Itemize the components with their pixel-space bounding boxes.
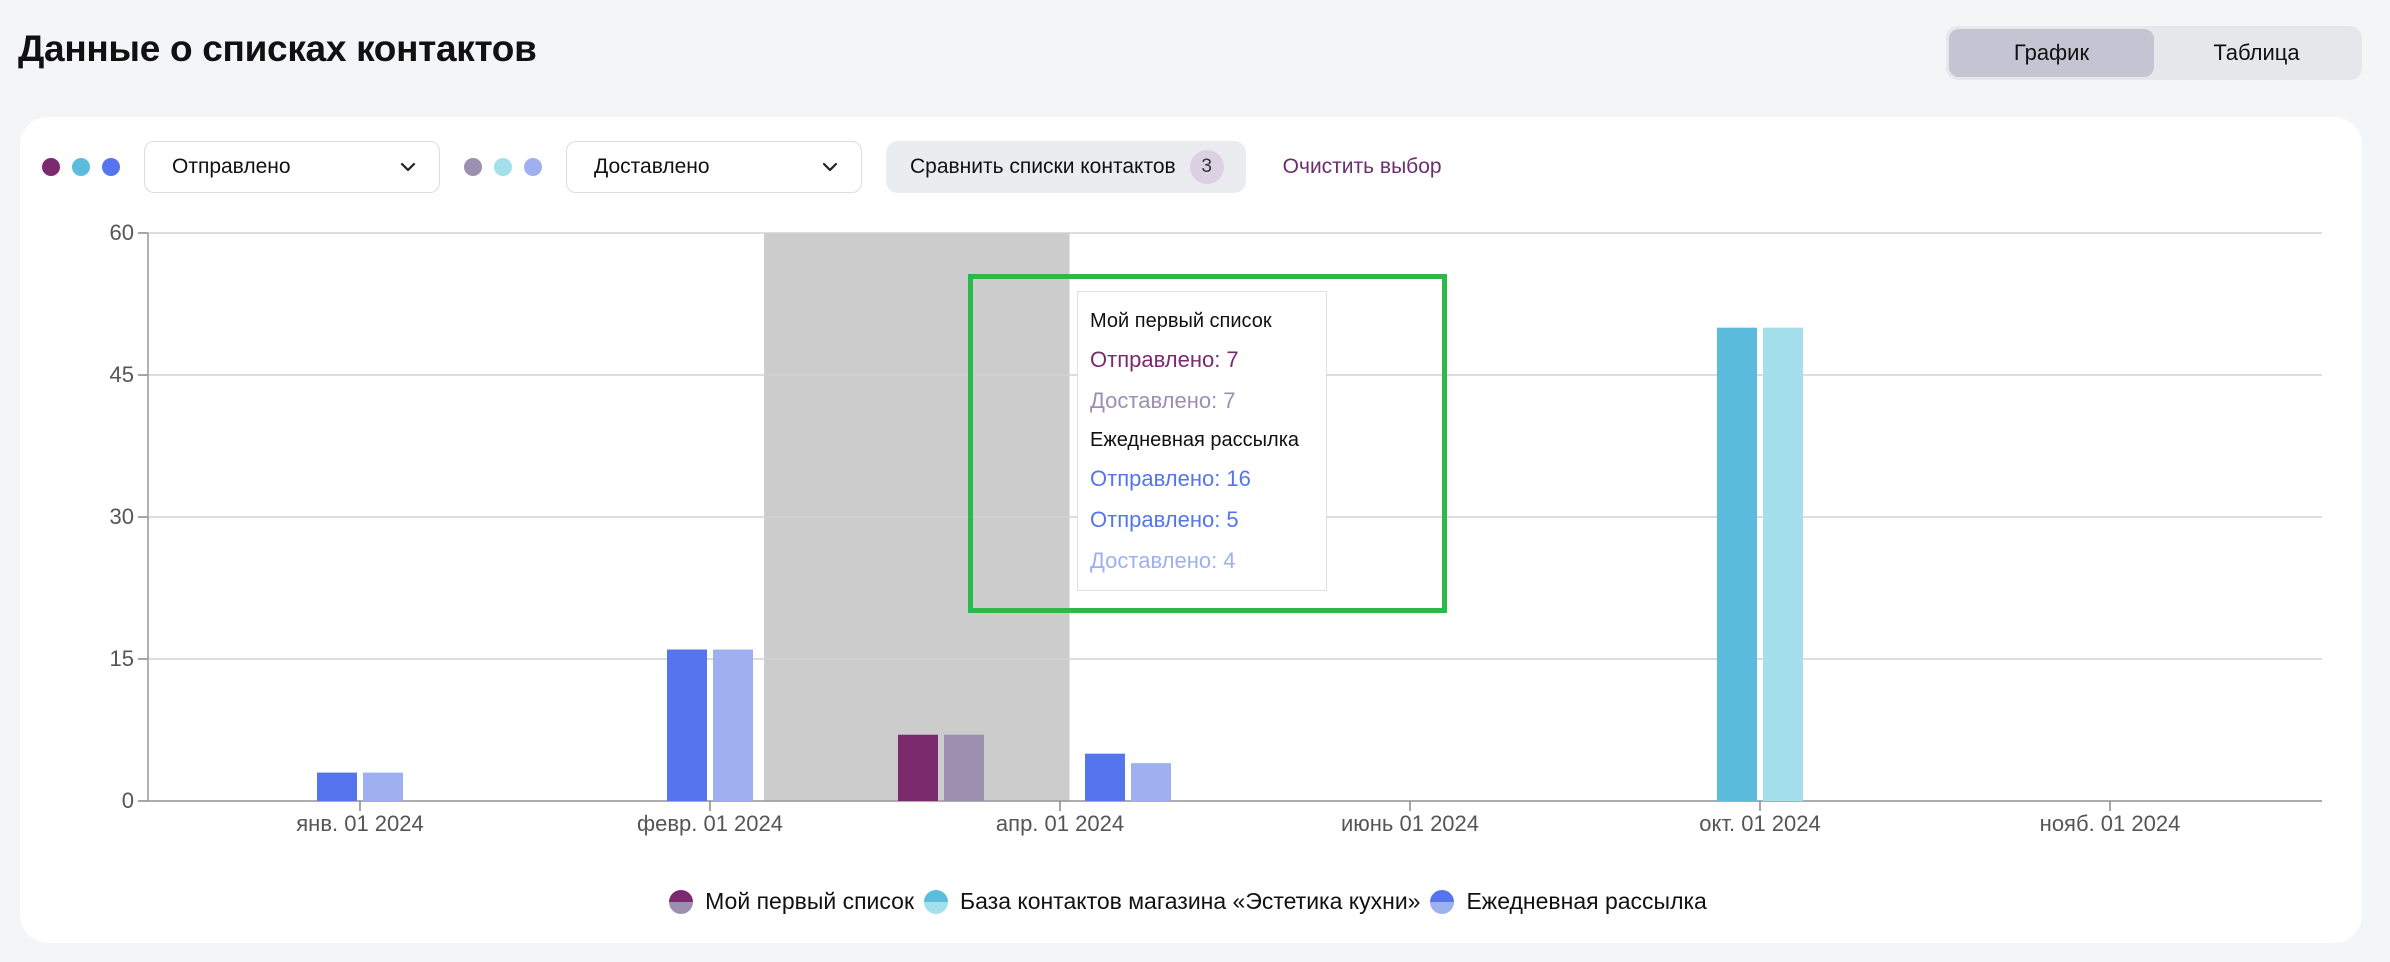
tooltip-line: Отправлено: 5 [1090,507,1239,532]
legend-label: Мой первый список [705,888,915,914]
secondary-metric-dots [464,158,554,176]
legend-item[interactable]: База контактов магазина «Эстетика кухни» [924,888,1420,915]
x-tick-label: янв. 01 2024 [296,811,424,836]
tooltip-group-title: Мой первый список [1090,310,1272,332]
legend-item[interactable]: Мой первый список [669,888,914,915]
bar-sent [1085,753,1125,801]
legend-swatch [1430,889,1455,914]
view-toggle: График Таблица [1946,26,2362,80]
bar-sent [667,649,707,801]
bar-delivered [944,734,984,801]
x-tick-label: окт. 01 2024 [1699,811,1821,836]
tooltip-line: Отправлено: 7 [1090,347,1239,372]
bar-delivered [713,649,753,801]
primary-metric-value: Отправлено [172,155,291,178]
bar-delivered [363,772,403,801]
legend-label: Ежедневная рассылка [1466,888,1707,914]
series-color-dot [102,158,120,176]
chevron-down-icon [822,162,838,172]
page-title: Данные о списках контактов [18,28,537,69]
compare-count-badge: 3 [1189,150,1224,184]
bar-sent [1717,327,1757,801]
compare-lists-button[interactable]: Сравнить списки контактов 3 [886,141,1246,193]
compare-lists-label: Сравнить списки контактов [910,155,1176,178]
chart-legend: Мой первый список База контактов магазина… [20,888,2362,915]
chart-card: 0 15 30 45 60 янв. 01 2024 февр. 01 2024 апр. 0… [20,117,2362,943]
chart-tooltip: Мой первый список Отправлено: 7 Доставле… [1077,291,1327,591]
bar-delivered [1763,327,1803,801]
legend-swatch [924,889,949,914]
secondary-metric-select[interactable]: Доставлено [566,141,862,193]
chevron-down-icon [400,162,416,172]
y-tick-label: 60 [110,220,134,245]
bar-sent [898,734,938,801]
y-tick-label: 15 [110,646,134,671]
bar-chart: 0 15 30 45 60 янв. 01 2024 февр. 01 2024 апр. 0… [110,220,2322,836]
legend-swatch [669,889,694,914]
tooltip-group: Мой первый список Отправлено: 7 Доставле… [1090,310,1314,414]
bar-sent [317,772,357,801]
primary-metric-dots [42,158,132,176]
legend-label: База контактов магазина «Эстетика кухни» [960,888,1421,914]
y-tick-label: 0 [122,788,134,813]
series-color-dot [494,158,512,176]
tooltip-line: Доставлено: 4 [1090,548,1236,573]
y-tick-label: 45 [110,362,134,387]
chart-view-button[interactable]: График [1949,29,2154,77]
bar-delivered [1131,763,1171,801]
legend-item[interactable]: Ежедневная рассылка [1430,888,1707,915]
tooltip-group-title: Ежедневная рассылка [1090,429,1300,451]
x-tick-label: июнь 01 2024 [1341,811,1479,836]
primary-metric-select[interactable]: Отправлено [144,141,440,193]
series-color-dot [524,158,542,176]
x-tick-label: февр. 01 2024 [637,811,783,836]
secondary-metric-value: Доставлено [594,155,710,178]
filter-bar: Отправлено Доставлено Сравнить списки ко… [42,141,1442,193]
y-tick-label: 30 [110,504,134,529]
tooltip-line: Отправлено: 16 [1090,466,1251,491]
series-color-dot [464,158,482,176]
x-tick-label: апр. 01 2024 [996,811,1124,836]
series-color-dot [42,158,60,176]
tooltip-line: Доставлено: 7 [1090,388,1236,413]
tooltip-group: Ежедневная рассылка Отправлено: 16 Отпра… [1090,429,1314,574]
clear-selection-link[interactable]: Очистить выбор [1282,155,1442,178]
series-color-dot [72,158,90,176]
x-tick-label: нояб. 01 2024 [2040,811,2181,836]
highlight-box [968,274,1447,613]
table-view-button[interactable]: Таблица [2213,40,2300,65]
